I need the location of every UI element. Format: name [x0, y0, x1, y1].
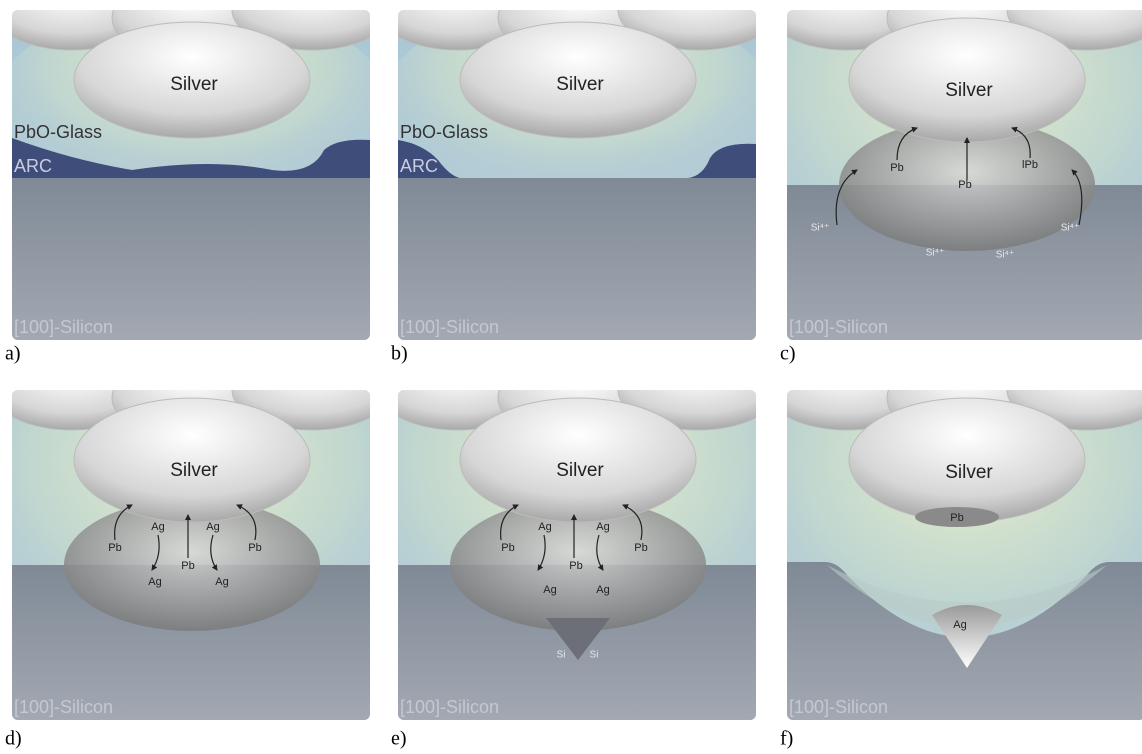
annotation: Si⁴⁺ — [1061, 223, 1079, 234]
panel: Silver [100]-Silicon Pb Pb lPb Si⁴⁺ Si⁴⁺ Si⁴⁺ Si… — [737, 0, 1142, 365]
annotation: Ag — [543, 584, 556, 596]
panel-art — [737, 0, 1142, 340]
annotation: Si⁴⁺ — [996, 250, 1014, 261]
annotation: Ag — [538, 521, 551, 533]
annotation: Pb — [248, 542, 261, 554]
annotation: Pb — [634, 542, 647, 554]
panel-label: b) — [391, 343, 408, 365]
figure: Silver PbO-Glass ARC [100]-Silicon a) Silver P… — [0, 0, 1142, 754]
substrate-label: [100]-Silicon — [14, 317, 113, 337]
panel-label: c) — [780, 343, 796, 365]
glass-label: PbO-Glass — [14, 122, 102, 142]
annotation: Pb — [950, 512, 963, 524]
annotation: Ag — [215, 576, 228, 588]
panel: Silver PbO-Glass ARC [100]-Silicon a) — [0, 0, 392, 365]
arc-label: ARC — [400, 156, 438, 176]
annotation: Si⁴⁺ — [926, 248, 944, 259]
panel: Silver [100]-Silicon Pb Ag Ag Pb Pb Ag Ag d) — [0, 340, 422, 750]
silver-label: Silver — [945, 80, 993, 101]
panel-art — [0, 0, 392, 340]
annotation: Si — [590, 650, 599, 661]
silver-particle — [849, 398, 1085, 522]
annotation: lPb — [1022, 159, 1038, 171]
silver-label: Silver — [170, 460, 218, 481]
annotation: Pb — [958, 179, 971, 191]
panel-label: f) — [780, 728, 793, 750]
panel-art — [737, 340, 1142, 720]
annotation: Ag — [953, 619, 966, 631]
silicon — [398, 178, 756, 340]
annotation: Si — [557, 650, 566, 661]
annotation: Pb — [890, 162, 903, 174]
silver-label: Silver — [945, 462, 993, 483]
annotation: Pb — [108, 542, 121, 554]
annotation: Ag — [596, 584, 609, 596]
silicon — [12, 178, 370, 340]
panel: Silver [100]-Silicon Pb Ag f) — [737, 340, 1142, 750]
silver-label: Silver — [556, 460, 604, 481]
substrate-label: [100]-Silicon — [789, 317, 888, 337]
panel-label: d) — [5, 728, 22, 750]
substrate-label: [100]-Silicon — [789, 697, 888, 717]
annotation: Ag — [151, 521, 164, 533]
annotation: Pb — [501, 542, 514, 554]
annotation: Si⁴⁺ — [811, 223, 829, 234]
panel-art — [348, 340, 808, 720]
annotation: Ag — [206, 521, 219, 533]
panel: Silver PbO-Glass ARC [100]-Silicon b) — [378, 0, 778, 365]
annotation: Pb — [181, 560, 194, 572]
silver-label: Silver — [556, 74, 604, 95]
annotation: Pb — [569, 560, 582, 572]
silver-label: Silver — [170, 74, 218, 95]
panel: Silver [100]-Silicon Pb Ag Ag Pb Pb Ag Ag Si Si e) — [348, 340, 808, 750]
substrate-label: [100]-Silicon — [14, 697, 113, 717]
panel-label: a) — [5, 343, 21, 365]
arc-label: ARC — [14, 156, 52, 176]
glass-label: PbO-Glass — [400, 122, 488, 142]
substrate-label: [100]-Silicon — [400, 697, 499, 717]
substrate-label: [100]-Silicon — [400, 317, 499, 337]
annotation: Ag — [148, 576, 161, 588]
panel-label: e) — [391, 728, 407, 750]
annotation: Ag — [596, 521, 609, 533]
